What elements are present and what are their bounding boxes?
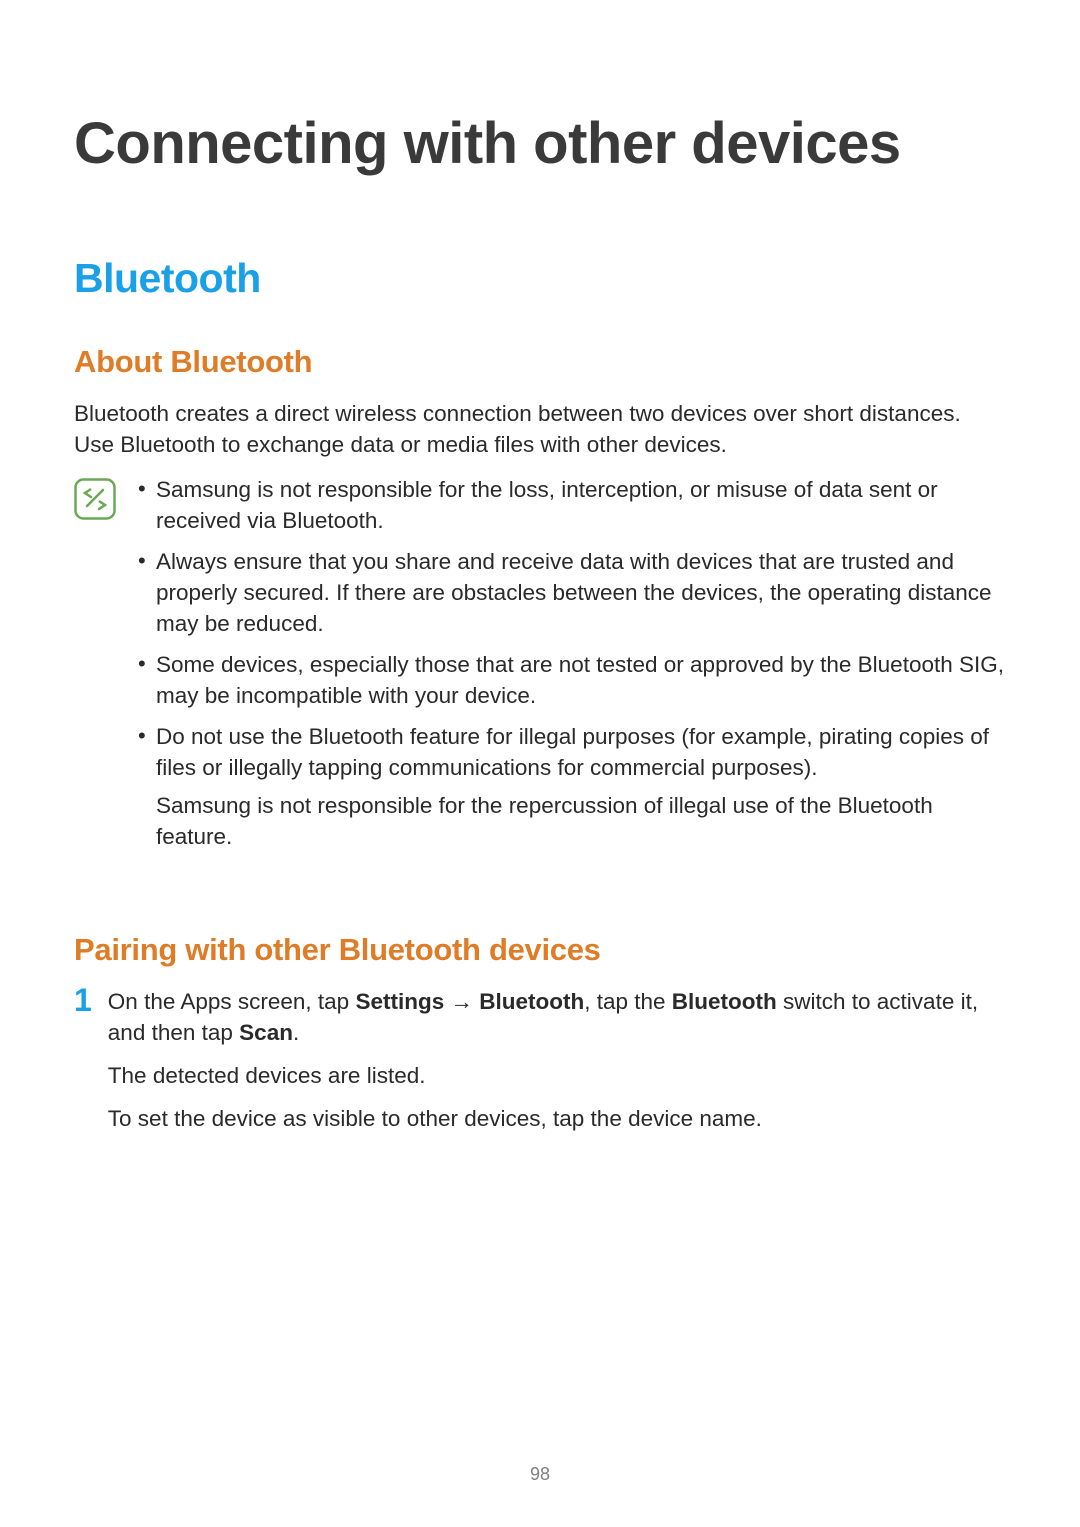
step-text: On the Apps screen, tap: [108, 989, 356, 1014]
about-intro: Bluetooth creates a direct wireless conn…: [74, 398, 1006, 460]
bold-scan: Scan: [239, 1020, 293, 1045]
step-block: 1 On the Apps screen, tap Settings → Blu…: [74, 986, 1006, 1146]
about-heading: About Bluetooth: [74, 344, 1006, 380]
note-item: Samsung is not responsible for the loss,…: [134, 474, 1006, 536]
chapter-title: Connecting with other devices: [74, 110, 1006, 177]
note-icon: [74, 478, 116, 525]
note-item-main: Do not use the Bluetooth feature for ill…: [156, 724, 989, 780]
page-number: 98: [0, 1464, 1080, 1485]
bold-bluetooth: Bluetooth: [672, 989, 777, 1014]
step-line: To set the device as visible to other de…: [108, 1103, 1006, 1134]
note-item: Some devices, especially those that are …: [134, 649, 1006, 711]
step-text: , tap the: [584, 989, 672, 1014]
pairing-heading: Pairing with other Bluetooth devices: [74, 932, 1006, 968]
note-item-sub: Samsung is not responsible for the reper…: [156, 790, 1006, 852]
step-line: The detected devices are listed.: [108, 1060, 1006, 1091]
step-text: .: [293, 1020, 299, 1045]
note-list: Samsung is not responsible for the loss,…: [134, 474, 1006, 862]
note-item: Do not use the Bluetooth feature for ill…: [134, 721, 1006, 851]
step-text: →: [444, 989, 479, 1014]
bold-bluetooth: Bluetooth: [479, 989, 584, 1014]
step-number: 1: [74, 984, 92, 1016]
note-item: Always ensure that you share and receive…: [134, 546, 1006, 639]
note-block: Samsung is not responsible for the loss,…: [74, 474, 1006, 862]
section-title: Bluetooth: [74, 255, 1006, 302]
bold-settings: Settings: [355, 989, 444, 1014]
step-line: On the Apps screen, tap Settings → Bluet…: [108, 986, 1006, 1048]
step-body: On the Apps screen, tap Settings → Bluet…: [108, 986, 1006, 1146]
